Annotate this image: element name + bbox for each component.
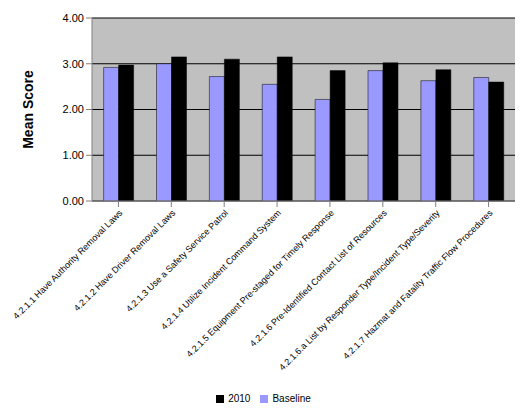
html-text:Baseline: Baseline bbox=[272, 393, 311, 404]
svg-text:4.2.1.2 Have Driver Removal La: 4.2.1.2 Have Driver Removal Laws bbox=[72, 208, 178, 314]
svg-text:4.2.1.6 Pre-Identified Contact: 4.2.1.6 Pre-Identified Contact List of R… bbox=[248, 207, 389, 349]
svg-text:4.00: 4.00 bbox=[63, 12, 84, 24]
html-text:2010: 2010 bbox=[228, 393, 251, 404]
svg-text:2.00: 2.00 bbox=[63, 103, 84, 115]
svg-text:4.2.1.4 Utilize Incident Comma: 4.2.1.4 Utilize Incident Command System bbox=[159, 208, 283, 332]
svg-text:3.00: 3.00 bbox=[63, 58, 84, 70]
svg-text:4.2.1.5 Equipment Pre-staged f: 4.2.1.5 Equipment Pre-staged for Timely … bbox=[184, 207, 336, 360]
svg-text:4.2.1.1 Have Authority Removal: 4.2.1.1 Have Authority Removal Laws bbox=[11, 208, 125, 322]
svg-text:4.2.1.3 Use a Safety Service P: 4.2.1.3 Use a Safety Service Patrol bbox=[124, 208, 230, 314]
svg-text:4.2.1.7 Hazmat and Fatality Tr: 4.2.1.7 Hazmat and Fatality Traffic Flow… bbox=[341, 208, 495, 362]
svg-text:0.00: 0.00 bbox=[63, 195, 84, 207]
svg-text:Mean Score: Mean Score bbox=[20, 70, 36, 149]
svg-text:4.2.1.6.a List by Responder Ty: 4.2.1.6.a List by Responder Type/Inciden… bbox=[277, 207, 442, 373]
svg-text:1.00: 1.00 bbox=[63, 149, 84, 161]
